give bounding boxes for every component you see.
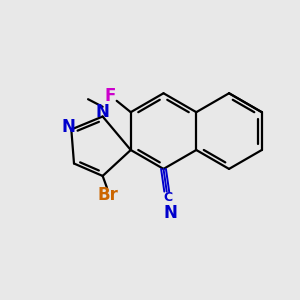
Text: N: N [164, 204, 178, 222]
Text: C: C [164, 190, 173, 203]
Text: N: N [62, 118, 76, 136]
Text: N: N [96, 103, 110, 121]
Text: F: F [104, 87, 116, 105]
Text: Br: Br [98, 186, 118, 204]
